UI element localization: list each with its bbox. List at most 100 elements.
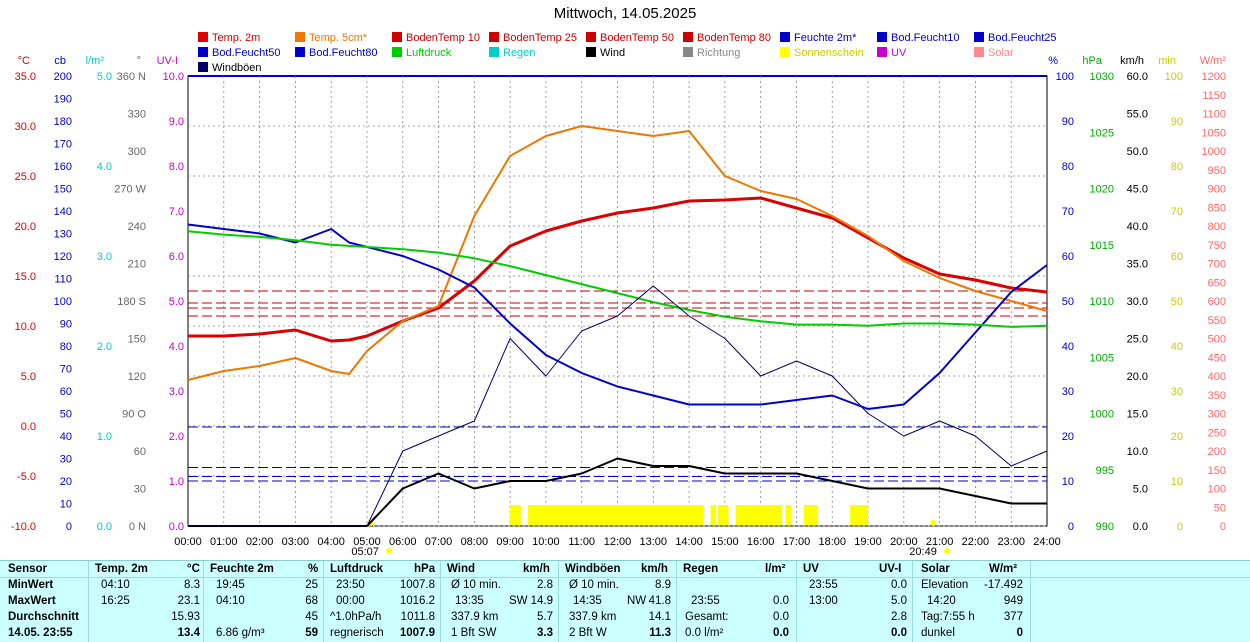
- axis-dir-tick: 270 W: [114, 184, 146, 196]
- axis-rain-tick: 2.0: [97, 341, 112, 353]
- axis-cb-tick: 180: [54, 116, 72, 128]
- temp-max: 23.1: [177, 595, 200, 607]
- col-wind: Wind km/h Ø 10 min. 2.8 13:35 SW 14.9 33…: [440, 561, 559, 642]
- axis-solar-tick: 900: [1208, 184, 1226, 196]
- axis-uv-tick: 8.0: [169, 161, 184, 173]
- axis-uv-tick: 4.0: [169, 341, 184, 353]
- axis-press-tick: 995: [1096, 465, 1114, 477]
- legend-swatch: [780, 47, 790, 57]
- axis-wind-tick: 40.0: [1127, 221, 1148, 233]
- axis-temp-tick: -10.0: [11, 521, 36, 533]
- legend-swatch: [877, 47, 887, 57]
- legend-swatch: [586, 32, 596, 42]
- hum-now: 59: [305, 627, 318, 639]
- x-tick-label: 18:00: [818, 536, 846, 548]
- axis-uv-tick: 6.0: [169, 251, 184, 263]
- axis-press-unit: hPa: [1082, 55, 1102, 67]
- axis-dir-tick: 30: [134, 484, 146, 496]
- wind-min: 2.8: [537, 579, 553, 591]
- x-tick-label: 04:00: [317, 536, 345, 548]
- axis-uv-tick: 3.0: [169, 386, 184, 398]
- header-uv-unit: UV-I: [879, 563, 902, 575]
- x-tick-label: 01:00: [210, 536, 238, 548]
- axis-press-tick: 1020: [1090, 184, 1114, 196]
- rain-total: 0.0: [773, 611, 789, 623]
- rain-max-time: 23:55: [691, 595, 720, 607]
- legend-label: Feuchte 2m*: [794, 32, 857, 44]
- temp-min: 8.3: [184, 579, 200, 591]
- axis-hum-tick: 60: [1062, 251, 1074, 263]
- press-min: 1007.8: [399, 579, 435, 591]
- axis-dir-tick: 360 N: [117, 71, 146, 83]
- x-tick-label: 03:00: [282, 536, 310, 548]
- axis-cb-tick: 10: [60, 499, 72, 511]
- legend-label: Regen: [503, 47, 536, 59]
- legend-swatch: [974, 47, 984, 57]
- x-tick-label: 11:00: [568, 536, 595, 548]
- sunrise-marker: [386, 548, 393, 554]
- axis-dir-tick: 180 S: [117, 296, 146, 308]
- legend-label: Bod.Feucht25: [988, 32, 1057, 44]
- header-wind: Wind: [447, 563, 475, 575]
- axis-solar-tick: 150: [1208, 465, 1226, 477]
- axis-press-tick: 1000: [1090, 409, 1114, 421]
- axis-cb-tick: 60: [60, 386, 72, 398]
- legend-label: Bod.Feucht50: [212, 47, 281, 59]
- legend-item: Feuchte 2m*: [780, 31, 856, 46]
- axis-solar-tick: 1200: [1202, 71, 1226, 83]
- legend-label: Sonnenschein: [794, 47, 864, 59]
- axis-wind-tick: 55.0: [1127, 109, 1148, 121]
- axis-uv-tick: 2.0: [169, 431, 184, 443]
- series-line: [187, 230, 1048, 328]
- legend-item: BodenTemp 10: [392, 31, 480, 46]
- axis-solar-tick: 1150: [1202, 90, 1226, 102]
- header-rain: Regen: [683, 563, 719, 575]
- header-pressure: Luftdruck: [330, 563, 384, 575]
- axis-wind-tick: 25.0: [1127, 334, 1148, 346]
- legend-swatch: [295, 32, 305, 42]
- x-tick-label: 09:00: [496, 536, 524, 548]
- axis-rain-tick: 0.0: [97, 521, 112, 533]
- axis-press-tick: 1005: [1090, 352, 1114, 364]
- solar-max-time: 14:20: [927, 595, 956, 607]
- axis-hum-tick: 50: [1062, 296, 1074, 308]
- axis-uv-tick: 9.0: [169, 116, 184, 128]
- header-pressure-unit: hPa: [414, 563, 436, 575]
- press-trend: ^1.0hPa/h: [330, 611, 382, 623]
- legend-swatch: [780, 32, 790, 42]
- axis-solar-tick: 400: [1208, 371, 1226, 383]
- solar-now: 0: [1016, 627, 1023, 639]
- axis-solar-tick: 850: [1208, 202, 1226, 214]
- axis-cb-tick: 40: [60, 431, 72, 443]
- solar-elevation-label: Elevation: [921, 579, 969, 591]
- legend-item: Bod.Feucht80: [295, 46, 378, 61]
- x-tick-label: 16:00: [747, 536, 775, 548]
- wind-max-dir: SW: [509, 595, 528, 607]
- wind-min-label: Ø 10 min.: [451, 579, 501, 591]
- hum-max-time: 04:10: [216, 595, 245, 607]
- axis-rain-unit: l/m²: [86, 55, 105, 67]
- legend-label: Temp. 5cm*: [309, 32, 368, 44]
- gust-min-label: Ø 10 min.: [569, 579, 619, 591]
- legend-item: Solar: [974, 46, 1014, 61]
- header-solar-unit: W/m²: [989, 563, 1018, 575]
- x-tick-label: 08:00: [461, 536, 489, 548]
- x-tick-label: 06:00: [389, 536, 417, 548]
- axis-solar-tick: 750: [1208, 240, 1226, 252]
- gust-avg: 14.1: [648, 611, 671, 623]
- legend-swatch: [489, 32, 499, 42]
- x-tick-label: 22:00: [962, 536, 990, 548]
- weather-chart: 35.0 30.0 25.0 20.0 15.0 10.0 5.0 0.0 -5.0 -10.0 2…: [11, 55, 1226, 558]
- wind-now: 3.3: [537, 627, 553, 639]
- x-tick-label: 12:00: [604, 536, 632, 548]
- x-tick-label: 21:00: [926, 536, 954, 548]
- axis-cb-tick: 80: [60, 341, 72, 353]
- press-avg: 1011.8: [400, 611, 435, 623]
- sunshine-bar: [510, 505, 521, 525]
- legend-label: Luftdruck: [406, 47, 452, 59]
- x-tick-label: 23:00: [997, 536, 1025, 548]
- axis-solar-tick: 250: [1208, 427, 1226, 439]
- axis-cb-tick: 50: [60, 409, 72, 421]
- col-gusts: Windböen km/h Ø 10 min. 8.9 14:35 NW 41.…: [558, 561, 677, 642]
- legend-item: BodenTemp 80: [683, 31, 771, 46]
